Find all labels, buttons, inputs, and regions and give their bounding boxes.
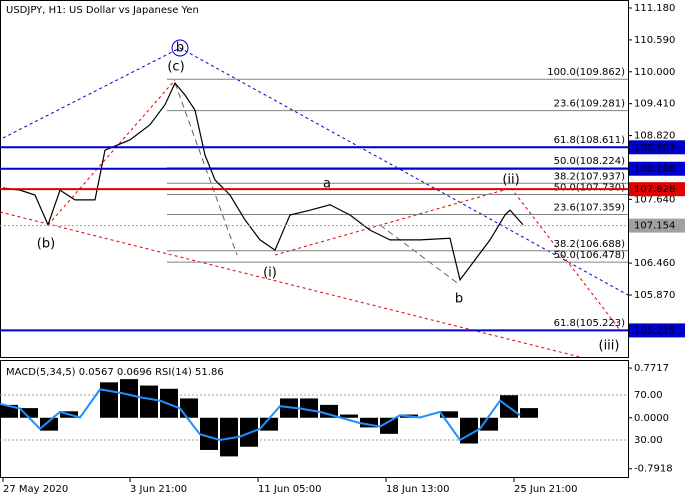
level-label: 105.215 <box>634 325 675 336</box>
level-label: 108.206 <box>634 164 675 175</box>
x-tick-label: 25 Jun 21:00 <box>514 484 578 495</box>
wave-label: (ii) <box>502 173 519 188</box>
wave-label: a <box>323 177 331 192</box>
macd-bar <box>380 417 398 434</box>
rsi-line <box>0 388 521 442</box>
level-box <box>629 218 685 233</box>
indicator-frame <box>0 360 629 478</box>
price-frame <box>0 0 629 358</box>
fib-label: 50.0(108.224) <box>554 156 626 167</box>
level-label: 107.154 <box>634 221 675 232</box>
macd-bar <box>340 414 358 418</box>
macd-bar <box>40 417 58 431</box>
y-tick-label: 0.0000 <box>634 413 669 424</box>
indicator-title: MACD(5,34,5) 0.0567 0.0696 RSI(14) 51.86 <box>6 367 224 378</box>
red-wave-line <box>274 187 512 256</box>
blue-channel <box>2 47 629 296</box>
y-tick-label: -0.7918 <box>634 464 673 475</box>
x-tick-label: 3 Jun 21:00 <box>130 484 187 495</box>
trend-lines <box>0 47 629 358</box>
fib-label: 23.6(107.359) <box>554 203 626 214</box>
fib-label: 50.0(107.730) <box>554 182 626 193</box>
macd-bar <box>260 417 278 431</box>
macd-bar <box>20 408 38 418</box>
level-box <box>629 182 685 197</box>
price-line <box>2 82 524 282</box>
y-tick-label: 0.7717 <box>634 363 669 374</box>
y-tick-label: 110.590 <box>634 35 675 46</box>
red-wave-line <box>47 79 176 226</box>
macd-bar <box>100 382 118 418</box>
fib-label: 38.2(107.937) <box>554 171 626 182</box>
wave-label: (iii) <box>599 339 620 354</box>
wave-circle <box>171 39 189 57</box>
y-tick-label: 109.410 <box>634 99 675 110</box>
y-tick-label: 108.820 <box>634 131 675 142</box>
macd-bar <box>120 379 138 418</box>
y-tick-label: 110.000 <box>634 67 675 78</box>
red-channel <box>0 211 581 358</box>
fib-label: 61.8(108.611) <box>554 135 626 146</box>
macd-bar <box>0 404 18 418</box>
x-tick-label: 11 Jun 05:00 <box>258 484 322 495</box>
fib-label: 100.0(109.862) <box>547 67 625 78</box>
x-tick-label: 18 Jun 13:00 <box>386 484 450 495</box>
level-label: 107.828 <box>634 184 675 195</box>
level-box <box>629 161 685 176</box>
level-box <box>629 140 685 155</box>
fib-label: 61.8(105.223) <box>554 318 626 329</box>
level-box <box>629 323 685 338</box>
y-tick-label: 111.180 <box>634 3 675 14</box>
wave-label: b <box>176 41 184 56</box>
macd-bar <box>360 417 378 428</box>
wave-label: (c) <box>167 60 184 75</box>
gray-wave-line <box>379 224 461 286</box>
y-tick-label: 105.870 <box>634 290 675 301</box>
wave-label: b <box>455 292 463 307</box>
chart-title: USDJPY, H1: US Dollar vs Japanese Yen <box>6 5 199 16</box>
y-tick-label: 106.460 <box>634 258 675 269</box>
macd-bar <box>520 408 538 418</box>
macd-bar <box>140 385 158 418</box>
level-label: 108.603 <box>634 142 675 153</box>
y-tick-label: 107.640 <box>634 194 675 205</box>
x-tick-label: 27 May 2020 <box>3 484 68 495</box>
macd-bar <box>300 398 318 418</box>
fib-label: 23.6(109.281) <box>554 99 626 110</box>
macd-bar <box>440 411 458 418</box>
wave-label: (i) <box>263 266 277 281</box>
macd-bar <box>200 417 218 450</box>
y2-tick-label: 30.00 <box>634 435 663 446</box>
fib-label: 38.2(106.688) <box>554 239 626 250</box>
y2-tick-label: 70.00 <box>634 390 663 401</box>
fib-label: 50.0(106.478) <box>554 250 626 261</box>
wave-label: (b) <box>37 237 55 252</box>
macd-bar <box>320 404 338 418</box>
macd-bar <box>220 417 238 457</box>
macd-bar <box>180 398 198 418</box>
